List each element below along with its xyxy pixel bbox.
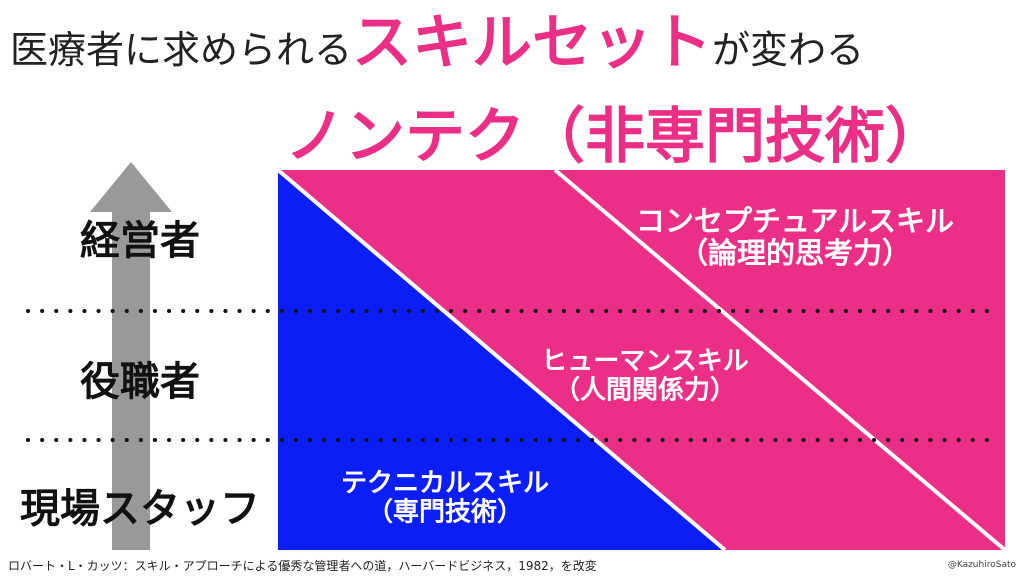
subtitle: ノンテク（非専門技術）: [285, 102, 945, 172]
title-highlight: スキルセット: [352, 8, 713, 78]
divider: [553, 168, 1007, 552]
title: 医療者に求められるスキルセットが変わる: [10, 8, 864, 93]
skill-description: （専門技術）: [366, 497, 524, 527]
title-prefix: 医療者に求められる: [10, 28, 353, 72]
skill-name: テクニカルスキル: [340, 468, 550, 499]
skill-label: ヒューマンスキル （人間関係力）: [541, 347, 748, 404]
skill-description: （人間関係力）: [553, 375, 737, 405]
divider: [276, 168, 727, 552]
level-label: 役職者: [80, 359, 200, 405]
title-suffix: が変わる: [712, 28, 865, 72]
skill-label: コンセプチュアルスキル （論理的思考力）: [635, 204, 955, 270]
skill-label: テクニカルスキル （専門技術）: [341, 469, 549, 526]
skill-name: コンセプチュアルスキル: [635, 204, 955, 239]
skill-description: （論理的思考力）: [678, 236, 912, 270]
level-label: 経営者: [80, 218, 200, 264]
credit: @KazuhiroSato: [947, 560, 1016, 570]
level-label: 現場スタッフ: [20, 486, 260, 532]
skill-name: ヒューマンスキル: [541, 346, 749, 377]
citation: ロバート・L・カッツ：スキル・アプローチによる優秀な管理者への道，ハーバードビジ…: [8, 559, 597, 573]
up-arrow: [90, 162, 172, 550]
